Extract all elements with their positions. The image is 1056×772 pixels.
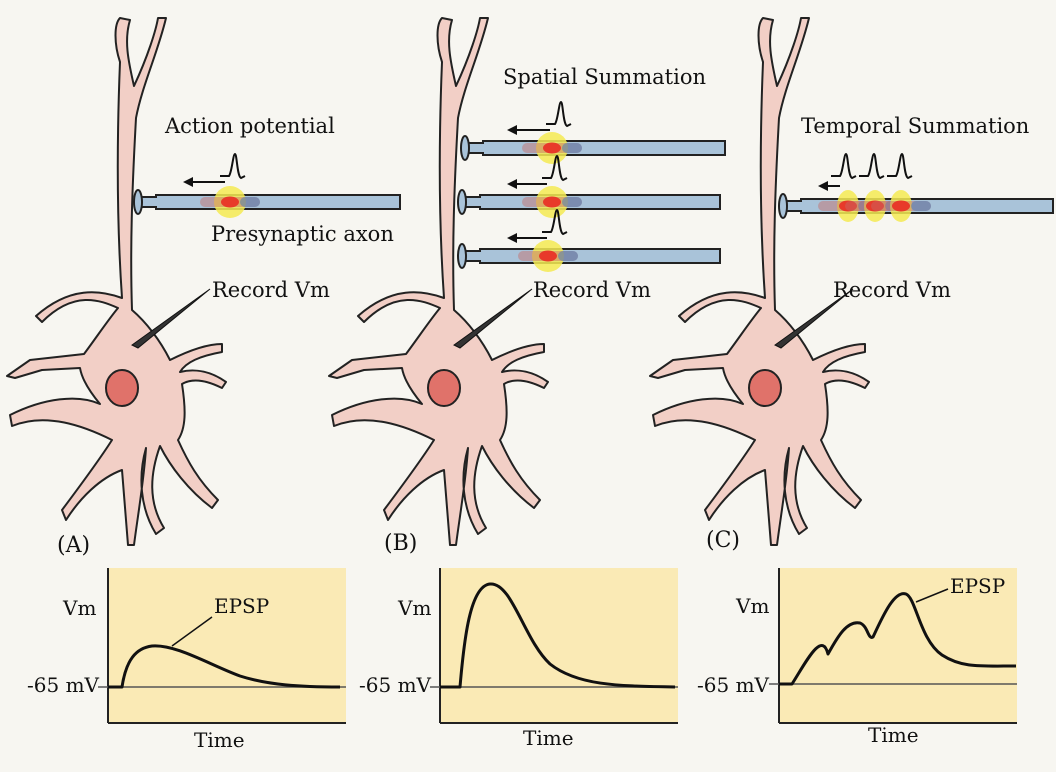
record-vm-label-a: Record Vm bbox=[212, 278, 330, 302]
panel-a-label: (A) bbox=[57, 533, 91, 558]
arrow-c-head bbox=[818, 181, 828, 191]
presynaptic-axon-label: Presynaptic axon bbox=[211, 222, 394, 246]
graph-a-xlabel: Time bbox=[194, 728, 245, 752]
electrode bbox=[453, 288, 533, 349]
graph-c-baseline-label: -65 mV bbox=[697, 673, 769, 697]
action-potential-label: Action potential bbox=[165, 114, 335, 138]
neuron-a bbox=[6, 17, 401, 546]
graph-c-xlabel: Time bbox=[868, 723, 919, 747]
electrode bbox=[131, 288, 211, 349]
graph-c-ylabel: Vm bbox=[736, 594, 770, 618]
graph-a-ylabel: Vm bbox=[63, 596, 97, 620]
axon-b2-terminal bbox=[457, 189, 467, 215]
arrow-b3-head bbox=[507, 233, 517, 243]
epsp-label-c: EPSP bbox=[950, 574, 1006, 598]
epsp-leader-c bbox=[915, 588, 949, 603]
axon-b3-terminal bbox=[457, 243, 467, 269]
graph-b-bg bbox=[440, 568, 678, 723]
spike-b3-recovery bbox=[558, 251, 578, 261]
spike-c3-recovery bbox=[911, 201, 931, 211]
spike-c2-core bbox=[866, 200, 884, 212]
presynaptic-axon-a-terminal bbox=[133, 189, 143, 215]
neuron-body bbox=[649, 17, 870, 546]
ap-glyph-b3 bbox=[542, 208, 568, 236]
neuron-c bbox=[649, 17, 1054, 546]
spike-c3-core bbox=[892, 200, 910, 212]
spike-b1-core bbox=[543, 142, 561, 154]
spike-b2-recovery bbox=[562, 197, 582, 207]
arrow-a-head bbox=[183, 177, 193, 187]
spatial-summation-label: Spatial Summation bbox=[503, 65, 706, 89]
panel-c-label: (C) bbox=[706, 528, 740, 553]
graph-b-xlabel: Time bbox=[523, 726, 574, 750]
graph-b-baseline-label: -65 mV bbox=[359, 673, 431, 697]
graph-a-bg bbox=[108, 568, 346, 723]
ap-glyph-c3 bbox=[887, 152, 913, 180]
spike-c1-core bbox=[839, 200, 857, 212]
ap-glyph-c2 bbox=[859, 152, 885, 180]
nucleus bbox=[748, 369, 782, 407]
neuron-body bbox=[6, 17, 227, 546]
graph-b-trace bbox=[440, 582, 676, 689]
graph-c-trace bbox=[779, 592, 1017, 686]
ap-glyph-a bbox=[220, 152, 246, 180]
nucleus bbox=[427, 369, 461, 407]
arrow-b2-head bbox=[507, 179, 517, 189]
spike-b2-core bbox=[543, 196, 561, 208]
neuron-body bbox=[328, 17, 549, 546]
ap-glyph-b2 bbox=[542, 154, 568, 182]
spike-b3-core bbox=[539, 250, 557, 262]
graph-a-trace bbox=[108, 644, 341, 689]
axon-b1-terminal bbox=[460, 135, 470, 161]
graph-a-baseline-label: -65 mV bbox=[27, 673, 99, 697]
nucleus bbox=[105, 369, 139, 407]
graph-b-ylabel: Vm bbox=[398, 596, 432, 620]
arrow-b1-head bbox=[507, 125, 517, 135]
spike-b1-recovery bbox=[562, 143, 582, 153]
spike-a-recovery bbox=[240, 197, 260, 207]
epsp-leader-a bbox=[171, 616, 213, 647]
presynaptic-axon-a bbox=[137, 194, 401, 210]
record-vm-label-c: Record Vm bbox=[833, 278, 951, 302]
record-vm-label-b: Record Vm bbox=[533, 278, 651, 302]
panel-b-label: (B) bbox=[384, 531, 418, 556]
ap-glyph-c1 bbox=[831, 152, 857, 180]
epsp-label-a: EPSP bbox=[214, 594, 270, 618]
neuron-b bbox=[328, 17, 726, 546]
spike-a-core bbox=[221, 196, 239, 208]
ap-glyph-b1 bbox=[546, 100, 572, 128]
axon-b2 bbox=[461, 194, 721, 210]
electrode bbox=[774, 288, 854, 349]
axon-b1 bbox=[464, 140, 726, 156]
axon-c-terminal bbox=[778, 193, 788, 219]
axon-b3 bbox=[461, 248, 721, 264]
temporal-summation-label: Temporal Summation bbox=[801, 114, 1030, 138]
